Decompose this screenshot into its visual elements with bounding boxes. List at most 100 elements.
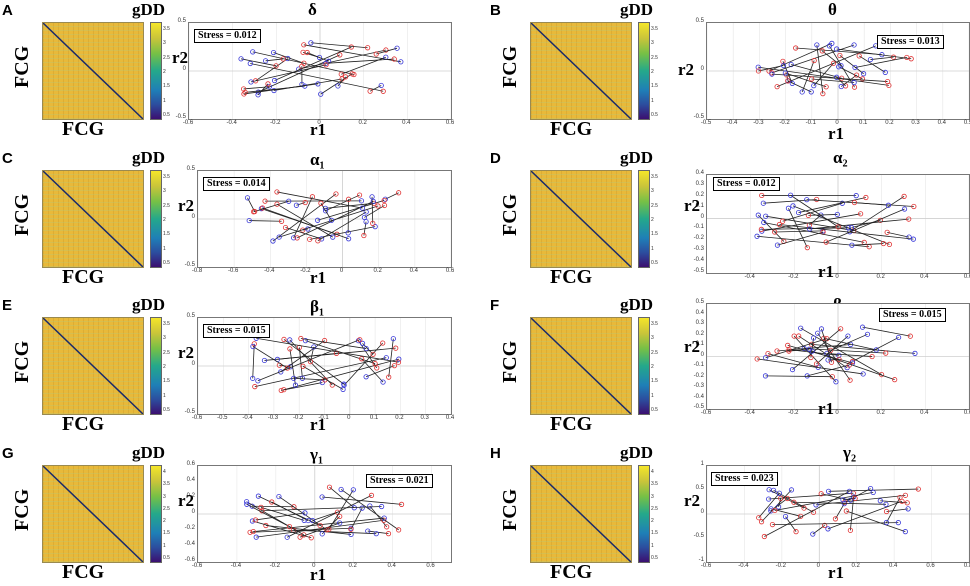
pair-line bbox=[298, 49, 386, 70]
stress-label: Stress = 0.012 bbox=[713, 177, 780, 191]
panel-label: E bbox=[2, 297, 13, 314]
point-red bbox=[252, 208, 258, 215]
matrix-ylabel: FCG bbox=[11, 488, 33, 531]
point-blue bbox=[311, 344, 317, 350]
x-tick-label: -0.6 bbox=[227, 268, 239, 274]
point-blue bbox=[270, 238, 276, 244]
point-blue bbox=[810, 335, 817, 341]
stress-label: Stress = 0.013 bbox=[877, 35, 944, 49]
pair-line bbox=[255, 58, 289, 82]
point-red bbox=[756, 515, 762, 521]
pair-line bbox=[376, 47, 398, 55]
point-red bbox=[348, 526, 354, 532]
point-blue bbox=[248, 79, 254, 85]
y-axis-label: r2 bbox=[178, 196, 195, 215]
pair-line bbox=[757, 214, 785, 242]
y-tick-label: 0.5 bbox=[186, 313, 195, 319]
point-blue bbox=[766, 496, 772, 502]
point-red bbox=[758, 226, 764, 232]
point-red bbox=[269, 499, 275, 505]
point-red bbox=[813, 361, 820, 367]
point-blue bbox=[390, 336, 396, 342]
panel-label: F bbox=[490, 297, 500, 314]
panel-label: D bbox=[490, 150, 501, 167]
point-blue bbox=[302, 510, 308, 516]
x-tick-label: -0.6 bbox=[191, 563, 203, 569]
point-red bbox=[793, 529, 799, 535]
colorbar-tick: 1 bbox=[651, 97, 654, 104]
pair-line bbox=[854, 57, 907, 68]
point-red bbox=[761, 533, 767, 540]
point-blue bbox=[244, 195, 251, 201]
point-red bbox=[373, 51, 379, 57]
pair-line bbox=[243, 83, 318, 95]
panel-e: E FCG FCG gDD 3.5 3 2.5 2 1.5 1 0.5 β₁ Stress = 0.01… bbox=[0, 295, 480, 435]
point-blue bbox=[785, 205, 792, 211]
y-tick-label: -0.5 bbox=[693, 268, 704, 274]
point-blue bbox=[799, 89, 805, 95]
matrix-xlabel: FCG bbox=[550, 118, 593, 140]
point-red bbox=[820, 91, 826, 97]
x-tick-label: 0.4 bbox=[402, 120, 411, 126]
colorbar-tick: 2 bbox=[163, 364, 166, 370]
point-blue bbox=[768, 508, 774, 514]
pair-line bbox=[265, 58, 284, 62]
point-red bbox=[890, 54, 897, 60]
point-blue bbox=[846, 488, 853, 494]
x-axis-label: r1 bbox=[818, 399, 835, 418]
point-blue bbox=[851, 79, 857, 86]
point-blue bbox=[766, 487, 772, 493]
x-tick-label: -0.2 bbox=[788, 410, 799, 416]
pair-line bbox=[823, 337, 877, 351]
point-red bbox=[301, 42, 307, 48]
point-blue bbox=[315, 81, 321, 87]
point-blue bbox=[895, 520, 901, 526]
x-tick-label: -0.8 bbox=[191, 268, 203, 274]
point-red bbox=[785, 342, 791, 348]
colorbar-tick: 3.5 bbox=[651, 481, 658, 488]
x-tick-label: -0.5 bbox=[217, 415, 228, 421]
pair-line bbox=[810, 337, 814, 358]
y-axis-label: r2 bbox=[172, 48, 189, 67]
point-red bbox=[333, 191, 339, 197]
colorbar-tick: 1.5 bbox=[163, 231, 170, 238]
pair-line bbox=[361, 358, 384, 383]
point-blue bbox=[322, 208, 329, 214]
point-blue bbox=[769, 71, 775, 77]
colorbar-tick: 1.5 bbox=[163, 378, 170, 385]
point-red bbox=[375, 203, 381, 209]
point-red bbox=[902, 492, 908, 498]
pair-line bbox=[790, 194, 839, 228]
pair-line bbox=[325, 194, 360, 212]
pair-line bbox=[320, 203, 332, 221]
point-red bbox=[801, 505, 807, 511]
colorbar-tick: 2 bbox=[163, 69, 166, 75]
panel-g: G FCG FCG gDD 4 3.5 3 2.5 2 1.5 1 0.5 γ₁ Stress = 0.0… bbox=[0, 443, 480, 584]
colorbar-tick: 3.5 bbox=[163, 174, 170, 180]
point-red bbox=[396, 527, 402, 533]
point-blue bbox=[895, 334, 902, 341]
pair-line bbox=[850, 496, 854, 531]
x-tick-label: 0.2 bbox=[348, 563, 357, 569]
point-red bbox=[326, 484, 333, 490]
y-tick-label: -0.5 bbox=[184, 409, 195, 415]
pair-line bbox=[283, 358, 399, 391]
pair-line bbox=[852, 337, 899, 362]
colorbar bbox=[638, 22, 650, 120]
pair-line bbox=[260, 506, 305, 521]
point-blue bbox=[789, 366, 796, 373]
point-red bbox=[317, 522, 323, 529]
pair-line bbox=[280, 340, 325, 373]
point-red bbox=[851, 199, 858, 206]
pair-line bbox=[763, 222, 865, 243]
point-blue bbox=[847, 497, 854, 503]
point-blue bbox=[780, 62, 787, 69]
mds-plot: Stress = 0.021 bbox=[197, 465, 452, 563]
colorbar-tick: 4 bbox=[163, 469, 166, 475]
mds-plot: Stress = 0.015 bbox=[197, 317, 452, 415]
x-tick-label: 0.3 bbox=[911, 120, 920, 126]
colorbar-ticks: 4 3.5 3 2.5 2 1.5 1 0.5 bbox=[163, 465, 181, 561]
y-tick-label: -0.3 bbox=[693, 246, 704, 253]
x-tick-label: 0.6 bbox=[426, 563, 435, 569]
